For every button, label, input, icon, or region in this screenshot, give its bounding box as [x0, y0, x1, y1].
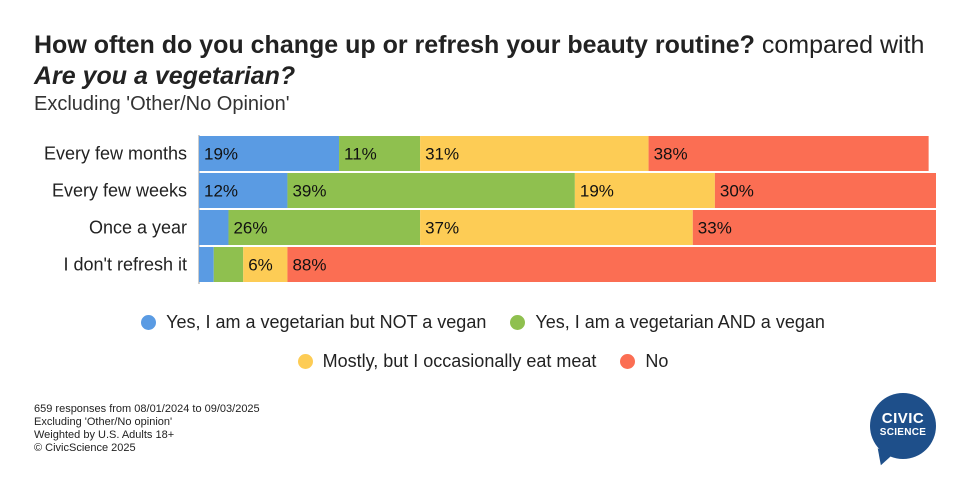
bar-segment-i-don-t-refresh-it-series-2	[243, 247, 288, 282]
data-label-once-a-year-series-1: 26%	[233, 219, 267, 238]
legend-label: Mostly, but I occasionally eat meat	[322, 351, 597, 371]
footer-responses: 659 responses from 08/01/2024 to 09/03/2…	[34, 403, 260, 415]
data-label-i-don-t-refresh-it-series-3: 88%	[292, 256, 326, 275]
stacked-bar-chart: Every few months 19% 11% 31% 38% Every few we…	[44, 135, 936, 284]
footer-notes: 659 responses from 08/01/2024 to 09/03/2…	[34, 403, 260, 455]
legend-item-vegetarian-not-vegan: Yes, I am a vegetarian but NOT a vegan	[141, 312, 486, 333]
bar-segment-once-a-year-series-3	[692, 210, 936, 245]
data-label-every-few-weeks-series-0: 12%	[204, 182, 238, 201]
footer-weighted: Weighted by U.S. Adults 18+	[34, 429, 175, 441]
data-label-i-don-t-refresh-it-series-2: 6%	[248, 256, 273, 275]
title-question-1: How often do you change up or refresh yo…	[34, 31, 755, 59]
bar-segment-once-a-year-series-1	[228, 210, 421, 245]
bar-segment-once-a-year-series-0	[199, 210, 229, 245]
chart-title: How often do you change up or refresh yo…	[34, 30, 944, 92]
title-question-2: Are you a vegetarian?	[34, 62, 296, 90]
legend-label: Yes, I am a vegetarian AND a vegan	[535, 312, 825, 332]
data-label-every-few-months-series-1: 11%	[344, 145, 377, 164]
bar-segment-every-few-weeks-series-3	[714, 173, 936, 208]
civicscience-logo: CIVIC SCIENCE	[870, 393, 936, 459]
bar-segment-every-few-weeks-series-0	[199, 173, 288, 208]
data-label-every-few-weeks-series-2: 19%	[580, 182, 614, 201]
bar-segment-every-few-months-series-3	[648, 136, 929, 171]
data-label-every-few-weeks-series-1: 39%	[292, 182, 326, 201]
bar-segment-every-few-weeks-series-1	[287, 173, 575, 208]
bar-segment-every-few-weeks-series-2	[574, 173, 715, 208]
footer-copyright: © CivicScience 2025	[34, 442, 136, 454]
bar-segment-every-few-months-series-0	[199, 136, 340, 171]
data-label-once-a-year-series-3: 33%	[698, 219, 732, 238]
footer-excluding: Excluding 'Other/No opinion'	[34, 416, 173, 428]
legend-swatch-occasionally-meat	[297, 354, 313, 369]
bar-segment-every-few-months-series-1	[339, 136, 421, 171]
category-label-every-few-months: Every few months	[44, 144, 187, 164]
bar-segment-every-few-months-series-2	[420, 136, 649, 171]
category-label-once-a-year: Once a year	[89, 218, 187, 238]
title-connector: compared with	[761, 31, 925, 59]
legend-item-occasionally-meat: Mostly, but I occasionally eat meat	[297, 351, 597, 372]
legend-swatch-vegetarian-and-vegan	[510, 315, 526, 330]
bar-segment-i-don-t-refresh-it-series-3	[287, 247, 936, 282]
legend-item-no: No	[620, 351, 668, 372]
legend-label: Yes, I am a vegetarian but NOT a vegan	[166, 312, 487, 332]
logo-line-1: CIVIC	[881, 410, 925, 427]
logo-line-2: SCIENCE	[879, 427, 927, 438]
legend-item-vegetarian-and-vegan: Yes, I am a vegetarian AND a vegan	[510, 312, 825, 333]
data-label-every-few-months-series-0: 19%	[204, 145, 238, 164]
legend-row-2: Mostly, but I occasionally eat meat No	[0, 351, 966, 372]
legend-swatch-no	[620, 354, 636, 369]
chart-subtitle: Excluding 'Other/No Opinion'	[34, 93, 290, 115]
legend-swatch-vegetarian-not-vegan	[141, 315, 157, 330]
bar-segment-i-don-t-refresh-it-series-0	[199, 247, 214, 282]
legend-label: No	[645, 351, 669, 371]
data-label-every-few-weeks-series-3: 30%	[720, 182, 754, 201]
bar-segment-i-don-t-refresh-it-series-1	[213, 247, 244, 282]
legend-row-1: Yes, I am a vegetarian but NOT a vegan Y…	[0, 312, 966, 333]
data-label-once-a-year-series-2: 37%	[425, 219, 459, 238]
bar-segment-once-a-year-series-2	[420, 210, 693, 245]
category-label-i-don-t-refresh-it: I don't refresh it	[64, 255, 188, 275]
data-label-every-few-months-series-2: 31%	[425, 145, 459, 164]
data-label-every-few-months-series-3: 38%	[654, 145, 688, 164]
category-label-every-few-weeks: Every few weeks	[52, 181, 187, 201]
